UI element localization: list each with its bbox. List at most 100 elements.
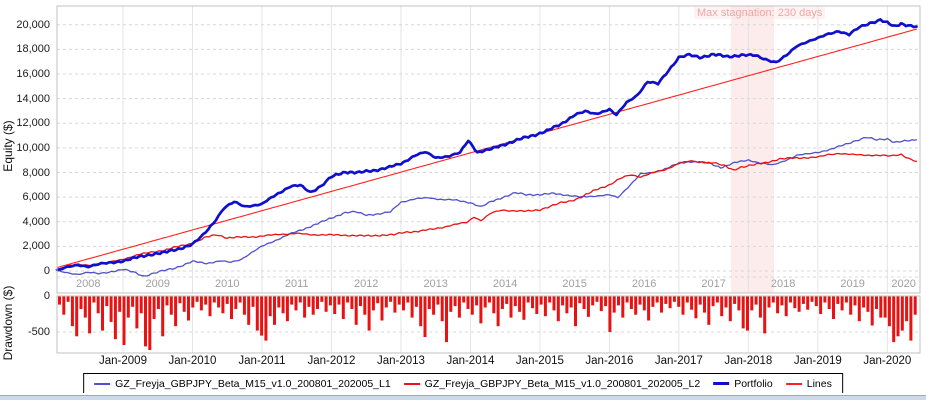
- drawdown-bar: [548, 296, 552, 303]
- year-strip-label: 2013: [423, 278, 448, 290]
- drawdown-bar: [522, 296, 526, 320]
- drawdown-bar: [698, 296, 702, 305]
- drawdown-bar: [83, 296, 87, 318]
- drawdown-bar: [595, 296, 599, 302]
- drawdown-axis-title: Drawdown ($): [1, 285, 15, 361]
- drawdown-bar: [488, 296, 491, 303]
- drawdown-bar: [234, 296, 238, 309]
- drawdown-bar: [328, 296, 332, 306]
- drawdown-bar: [109, 296, 113, 322]
- drawdown-bar: [634, 296, 638, 315]
- drawdown-bar: [784, 296, 788, 317]
- drawdown-bar: [746, 296, 749, 331]
- drawdown-bar: [376, 296, 380, 304]
- max-stagnation-annotation: Max stagnation: 230 days: [694, 7, 826, 19]
- equity-y-tick-label: 2,000: [22, 240, 50, 253]
- legend: GZ_Freyja_GBPJPY_Beta_M15_v1.0_200801_20…: [83, 373, 843, 394]
- drawdown-bar: [483, 296, 487, 308]
- drawdown-bar: [273, 296, 276, 325]
- year-strip-label: 2012: [353, 278, 379, 290]
- drawdown-bar: [212, 296, 216, 303]
- drawdown-bar: [672, 296, 676, 302]
- drawdown-bar: [789, 296, 792, 303]
- drawdown-bar: [651, 296, 655, 307]
- drawdown-x-tick-label: Jan-2013: [376, 355, 425, 367]
- equity-y-tick-label: 12,000: [16, 117, 50, 130]
- drawdown-bar: [586, 296, 590, 317]
- drawdown-bar: [75, 296, 79, 337]
- legend-item-portfolio-label: Portfolio: [734, 377, 773, 390]
- drawdown-bar: [887, 296, 891, 327]
- drawdown-bar: [556, 296, 560, 322]
- equity-y-tick-label: 20,000: [16, 18, 50, 31]
- drawdown-bar: [62, 296, 66, 315]
- equity-y-tick-label: 4,000: [22, 215, 50, 228]
- drawdown-y-tick-label: 0: [43, 290, 50, 302]
- year-strip-label: 2017: [701, 278, 726, 290]
- drawdown-bar: [879, 296, 883, 318]
- drawdown-bar: [389, 296, 393, 302]
- drawdown-bar: [707, 296, 711, 325]
- drawdown-bar: [500, 296, 504, 309]
- drawdown-bar: [801, 296, 805, 304]
- year-strip-label: 2015: [562, 278, 587, 290]
- drawdown-bar: [578, 296, 582, 304]
- year-strip-label: 2008: [76, 278, 101, 290]
- equity-y-tick-label: 18,000: [16, 43, 50, 56]
- drawdown-bar: [776, 296, 780, 314]
- drawdown-bar: [242, 296, 246, 315]
- legend-item-lines-label: Lines: [806, 377, 832, 390]
- drawdown-bar: [591, 296, 595, 306]
- drawdown-bar: [612, 296, 616, 313]
- drawdown-bar: [281, 296, 285, 314]
- equity-y-tick-label: 10,000: [16, 141, 50, 154]
- drawdown-bar: [294, 296, 298, 311]
- drawdown-bar: [118, 296, 122, 312]
- drawdown-bar: [152, 296, 156, 319]
- drawdown-bar: [148, 296, 152, 350]
- year-strip-label: 2014: [492, 278, 518, 290]
- drawdown-bar: [470, 296, 474, 315]
- drawdown-bar: [750, 296, 754, 311]
- drawdown-bar: [70, 296, 74, 327]
- year-strip-label: 2020: [891, 278, 916, 290]
- drawdown-bar: [518, 296, 522, 312]
- drawdown-bar: [475, 296, 479, 306]
- series-gz-freyja-gbpjpy-beta-m15-v1-0-200801-202005-l2: [56, 152, 918, 272]
- drawdown-bar: [144, 296, 147, 347]
- drawdown-bar: [311, 296, 315, 315]
- drawdown-y-tick-label: -500: [27, 326, 50, 338]
- drawdown-bar: [763, 296, 767, 334]
- drawdown-bar: [268, 296, 272, 317]
- drawdown-bar: [582, 296, 586, 309]
- drawdown-bar: [445, 296, 448, 343]
- drawdown-bar: [685, 296, 689, 303]
- drawdown-bar: [608, 296, 612, 332]
- drawdown-bar: [479, 296, 483, 324]
- drawdown-bar: [225, 296, 229, 304]
- drawdown-bar: [402, 296, 405, 311]
- drawdown-bar: [827, 296, 831, 309]
- drawdown-bar: [849, 296, 853, 315]
- drawdown-bar: [844, 296, 848, 303]
- drawdown-bar: [199, 296, 203, 311]
- drawdown-x-tick-label: Jan-2012: [307, 355, 356, 367]
- drawdown-bar: [414, 296, 418, 307]
- drawdown-bar: [733, 296, 737, 304]
- drawdown-bar: [208, 296, 212, 317]
- drawdown-bar: [492, 296, 496, 314]
- drawdown-x-tick-label: Jan-2017: [654, 355, 703, 367]
- drawdown-bar: [79, 296, 83, 309]
- drawdown-bar: [767, 296, 771, 308]
- drawdown-bar: [539, 296, 543, 305]
- drawdown-bar: [113, 296, 117, 340]
- drawdown-bar: [780, 296, 784, 306]
- drawdown-bar: [840, 296, 844, 311]
- drawdown-bar: [668, 296, 672, 309]
- drawdown-bar: [832, 296, 835, 319]
- drawdown-bar: [161, 296, 165, 337]
- lines-line-swatch: [785, 382, 802, 385]
- drawdown-bar: [406, 296, 410, 303]
- drawdown-bar: [862, 296, 866, 308]
